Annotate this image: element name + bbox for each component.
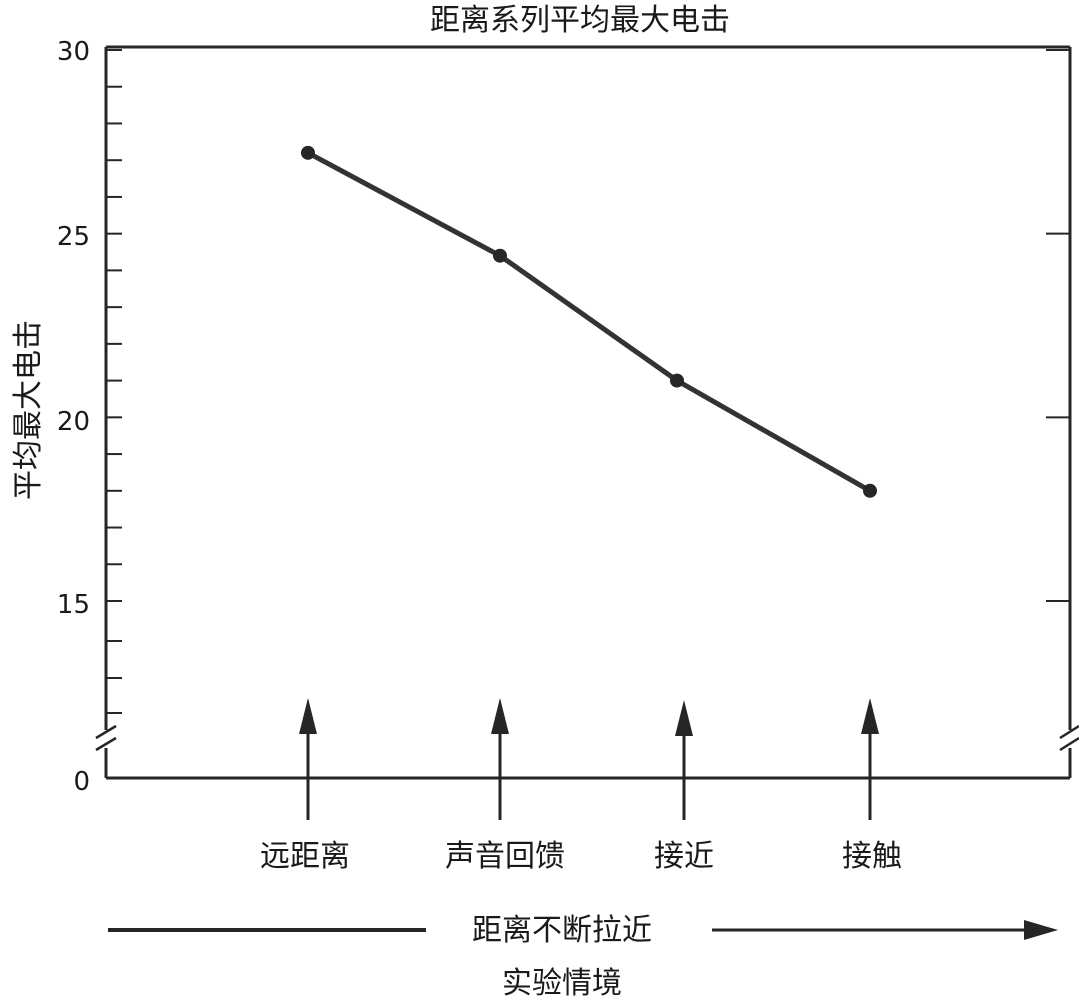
axis-break-left: [95, 724, 117, 752]
y-tick-label-15: 15: [57, 590, 90, 620]
y-tick-label-20: 20: [57, 407, 90, 437]
data-point-2: [493, 248, 507, 263]
chart-title: 距离系列平均最大电击: [430, 3, 730, 38]
x-axis-label: 实验情境: [502, 966, 622, 1001]
category-label-3: 接近: [654, 839, 714, 874]
direction-arrowhead: [1024, 920, 1058, 940]
y-ticks: [106, 49, 1070, 714]
data-point-3: [670, 373, 684, 388]
direction-label: 距离不断拉近: [472, 913, 652, 948]
y-tick-label-25: 25: [57, 222, 90, 252]
y-tick-label-0: 0: [73, 767, 90, 797]
axis-break-right: [1059, 724, 1079, 752]
category-label-4: 接触: [842, 839, 902, 874]
y-axis-label: 平均最大电击: [11, 320, 46, 500]
series-line: [306, 150, 872, 493]
category-arrow-1: [299, 698, 317, 820]
category-arrow-3: [675, 700, 693, 820]
category-arrow-4: [861, 698, 879, 820]
category-label-1: 远距离: [260, 839, 350, 874]
series-line-group: [301, 145, 877, 498]
data-point-4: [863, 483, 877, 498]
category-label-2: 声音回馈: [445, 839, 565, 874]
category-arrow-2: [491, 698, 509, 820]
y-tick-label-30: 30: [57, 37, 90, 67]
data-point-1: [301, 145, 315, 160]
